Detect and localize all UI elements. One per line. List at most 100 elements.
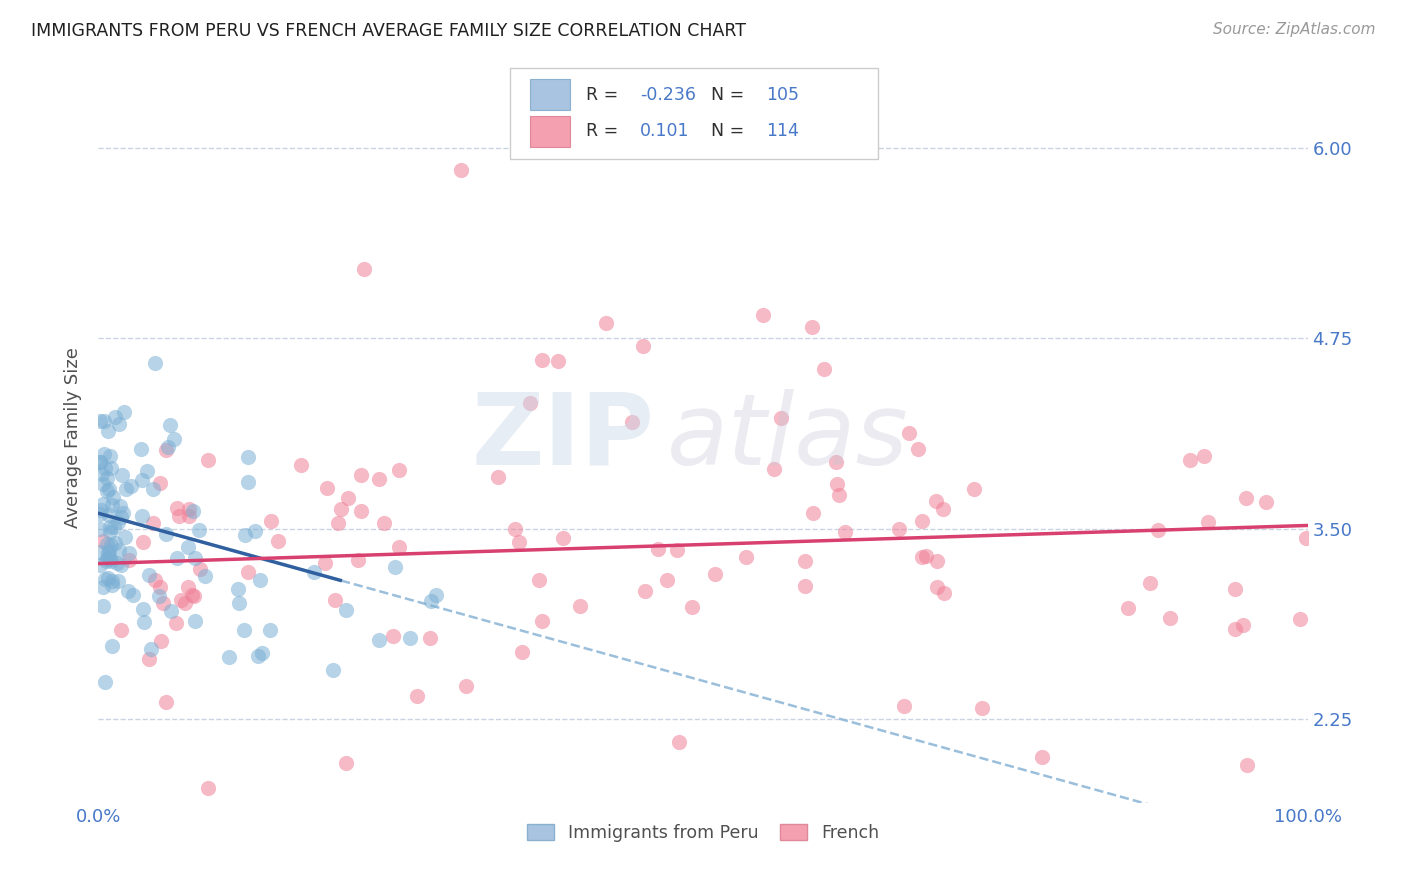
Text: N =: N =: [711, 122, 751, 140]
Point: [388, 540, 411, 554]
Point: [825, 455, 848, 469]
Point: [1178, 453, 1201, 467]
Point: [813, 361, 835, 376]
Point: [752, 308, 775, 322]
Point: [666, 543, 689, 558]
Point: [529, 574, 551, 588]
Point: [249, 573, 271, 587]
Point: [1295, 531, 1317, 545]
Point: [233, 623, 256, 637]
Point: [96, 552, 118, 566]
Point: [194, 568, 217, 582]
Point: [887, 522, 910, 536]
Point: [1031, 750, 1053, 764]
Point: [388, 463, 411, 477]
Point: [132, 535, 155, 549]
Point: [101, 578, 124, 592]
Point: [148, 589, 170, 603]
Point: [250, 647, 273, 661]
Point: [236, 566, 259, 580]
Point: [93, 534, 115, 549]
Point: [620, 415, 643, 429]
Point: [96, 554, 118, 568]
Point: [1289, 612, 1312, 626]
Point: [238, 450, 260, 465]
Point: [108, 417, 131, 431]
Text: atlas: atlas: [666, 389, 908, 485]
Text: ZIP: ZIP: [472, 389, 655, 485]
Point: [1147, 523, 1170, 537]
Point: [316, 482, 339, 496]
Point: [226, 582, 249, 596]
Point: [132, 601, 155, 615]
Point: [170, 593, 193, 607]
Point: [897, 425, 920, 440]
Point: [103, 520, 125, 534]
Point: [97, 551, 120, 566]
Point: [1192, 450, 1215, 464]
Point: [932, 501, 955, 516]
FancyBboxPatch shape: [530, 79, 569, 110]
Point: [704, 566, 727, 581]
Point: [259, 624, 281, 638]
Point: [184, 551, 207, 566]
Point: [631, 338, 654, 352]
Point: [323, 592, 346, 607]
Point: [155, 527, 177, 541]
Point: [647, 541, 669, 556]
Point: [166, 500, 188, 515]
Point: [166, 550, 188, 565]
Point: [326, 516, 349, 531]
Point: [1223, 582, 1246, 596]
Point: [173, 596, 195, 610]
Point: [188, 523, 211, 537]
Point: [197, 452, 219, 467]
Point: [142, 516, 165, 531]
Point: [110, 510, 132, 524]
Point: [236, 475, 259, 490]
Point: [143, 356, 166, 370]
Point: [108, 499, 131, 513]
Point: [162, 432, 184, 446]
Point: [260, 514, 283, 528]
Point: [531, 614, 554, 628]
Point: [108, 542, 131, 557]
Point: [96, 471, 118, 485]
Point: [927, 580, 949, 594]
Point: [595, 316, 617, 330]
Point: [247, 648, 270, 663]
Point: [1236, 757, 1258, 772]
Text: -0.236: -0.236: [640, 86, 696, 103]
Point: [97, 571, 120, 585]
Point: [914, 549, 936, 563]
Point: [104, 410, 127, 425]
Point: [801, 507, 824, 521]
Text: 105: 105: [766, 86, 799, 103]
Point: [569, 599, 592, 613]
Point: [177, 508, 200, 523]
Point: [91, 599, 114, 614]
Point: [94, 675, 117, 690]
Point: [181, 588, 204, 602]
Point: [770, 411, 793, 425]
Point: [105, 557, 128, 571]
Point: [353, 262, 375, 277]
Point: [420, 594, 443, 608]
Text: IMMIGRANTS FROM PERU VS FRENCH AVERAGE FAMILY SIZE CORRELATION CHART: IMMIGRANTS FROM PERU VS FRENCH AVERAGE F…: [31, 22, 747, 40]
Point: [367, 472, 389, 486]
Point: [486, 470, 509, 484]
Point: [101, 490, 124, 504]
Point: [111, 506, 134, 520]
Point: [104, 535, 127, 549]
Point: [97, 546, 120, 560]
Point: [963, 482, 986, 496]
Point: [110, 558, 132, 573]
Point: [165, 615, 187, 630]
Point: [681, 599, 703, 614]
Point: [93, 447, 115, 461]
Text: 0.101: 0.101: [640, 122, 689, 140]
Point: [911, 514, 934, 528]
Legend: Immigrants from Peru, French: Immigrants from Peru, French: [520, 817, 886, 849]
Point: [155, 695, 177, 709]
Point: [181, 504, 204, 518]
